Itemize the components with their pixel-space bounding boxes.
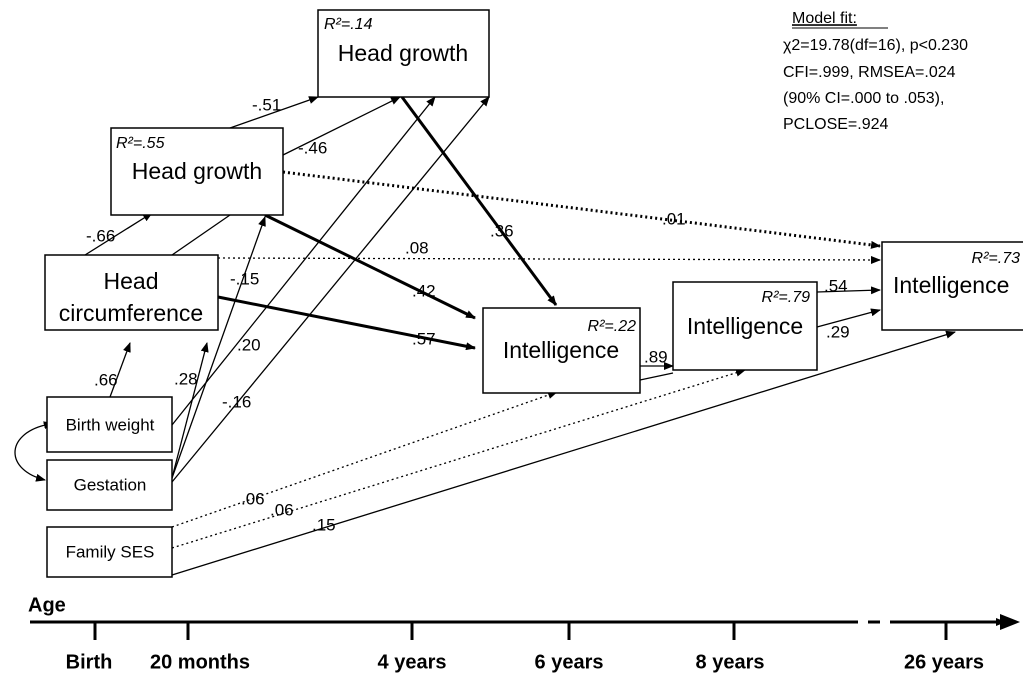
edge-label: .28 (174, 369, 198, 388)
node-label: Head growth (132, 158, 262, 184)
edge (264, 213, 476, 320)
node-label: Head growth (338, 40, 468, 66)
edge-labels: .66 .28 -.15 .20 -.16 -.66 -.51 -.46 .36… (86, 95, 850, 534)
tick-label: 4 years (378, 651, 447, 673)
r-squared: R²=.73 (972, 250, 1021, 267)
node-box (482, 307, 641, 394)
edge-label: -.46 (298, 138, 327, 157)
edge (217, 255, 881, 264)
edge (109, 342, 131, 398)
edge-label: -.66 (86, 226, 115, 245)
node-label: Intelligence (687, 313, 803, 339)
edge-label: -.16 (222, 392, 251, 411)
tick-label: 6 years (535, 651, 604, 673)
edge-label: .01 (662, 209, 686, 228)
node-label: Birth weight (66, 415, 155, 434)
age-axis: Age Birth 20 months 4 years 6 years 8 ye… (28, 594, 1020, 673)
r-squared: R²=.55 (116, 135, 165, 152)
node-box (46, 396, 173, 453)
edge-label: .20 (237, 335, 261, 354)
edge (171, 96, 490, 483)
node-box (46, 459, 173, 511)
nodes: Birth weight Gestation Family SES Head c… (44, 9, 1023, 578)
edge-label: -.15 (230, 269, 259, 288)
tick-label: 26 years (904, 651, 984, 673)
edge-label: .29 (826, 322, 850, 341)
node-box (672, 281, 818, 371)
r-squared: R²=.22 (588, 318, 637, 335)
edge-label: .06 (270, 500, 294, 519)
model-fit-line: χ2=19.78(df=16), p<0.230 (783, 37, 968, 54)
covariance (14, 421, 54, 482)
tick-label: Birth (66, 651, 113, 673)
edge (400, 96, 558, 306)
edge (282, 96, 401, 156)
axis-title: Age (28, 594, 66, 616)
node-box (46, 526, 173, 578)
node-label: Intelligence (503, 337, 619, 363)
node-box (881, 241, 1023, 331)
node-box (44, 254, 219, 331)
edge (171, 330, 956, 576)
edge (229, 96, 319, 129)
tick-label: 20 months (150, 651, 250, 673)
edge (217, 295, 476, 351)
node-label: Intelligence (893, 272, 1009, 298)
r-squared: R²=.14 (324, 16, 373, 33)
node-label: Family SES (66, 542, 155, 561)
edge (171, 368, 746, 549)
edge-label: .89 (644, 347, 668, 366)
node-label: Head (104, 268, 159, 294)
edge-label: -.51 (252, 95, 281, 114)
model-fit: Model fit: χ2=19.78(df=16), p<0.230 CFI=… (783, 10, 968, 133)
edge-label: .42 (412, 281, 436, 300)
edge-label: .66 (94, 370, 118, 389)
node-box (317, 9, 490, 98)
edge (171, 96, 436, 426)
edge (816, 308, 881, 328)
edge-label: .36 (490, 221, 514, 240)
r-squared: R²=.79 (762, 289, 811, 306)
edge-label: .08 (405, 238, 429, 257)
edge-label: .06 (241, 489, 265, 508)
edge (816, 286, 881, 295)
edge-label: .15 (312, 515, 336, 534)
node-label: circumference (59, 300, 203, 326)
edge (171, 342, 209, 479)
node-box (110, 127, 284, 216)
tick-label: 8 years (696, 651, 765, 673)
node-label: Gestation (74, 475, 147, 494)
edge-label: .57 (412, 329, 436, 348)
edge (84, 212, 153, 256)
model-fit-line: PCLOSE=.924 (783, 116, 889, 133)
model-fit-line: (90% CI=.000 to .053), (783, 90, 944, 107)
edges (14, 96, 956, 576)
edge (282, 170, 881, 249)
edge-label: .54 (824, 276, 848, 295)
edge (171, 216, 266, 479)
model-fit-title: Model fit: (792, 10, 857, 27)
model-fit-line: CFI=.999, RMSEA=.024 (783, 64, 956, 81)
